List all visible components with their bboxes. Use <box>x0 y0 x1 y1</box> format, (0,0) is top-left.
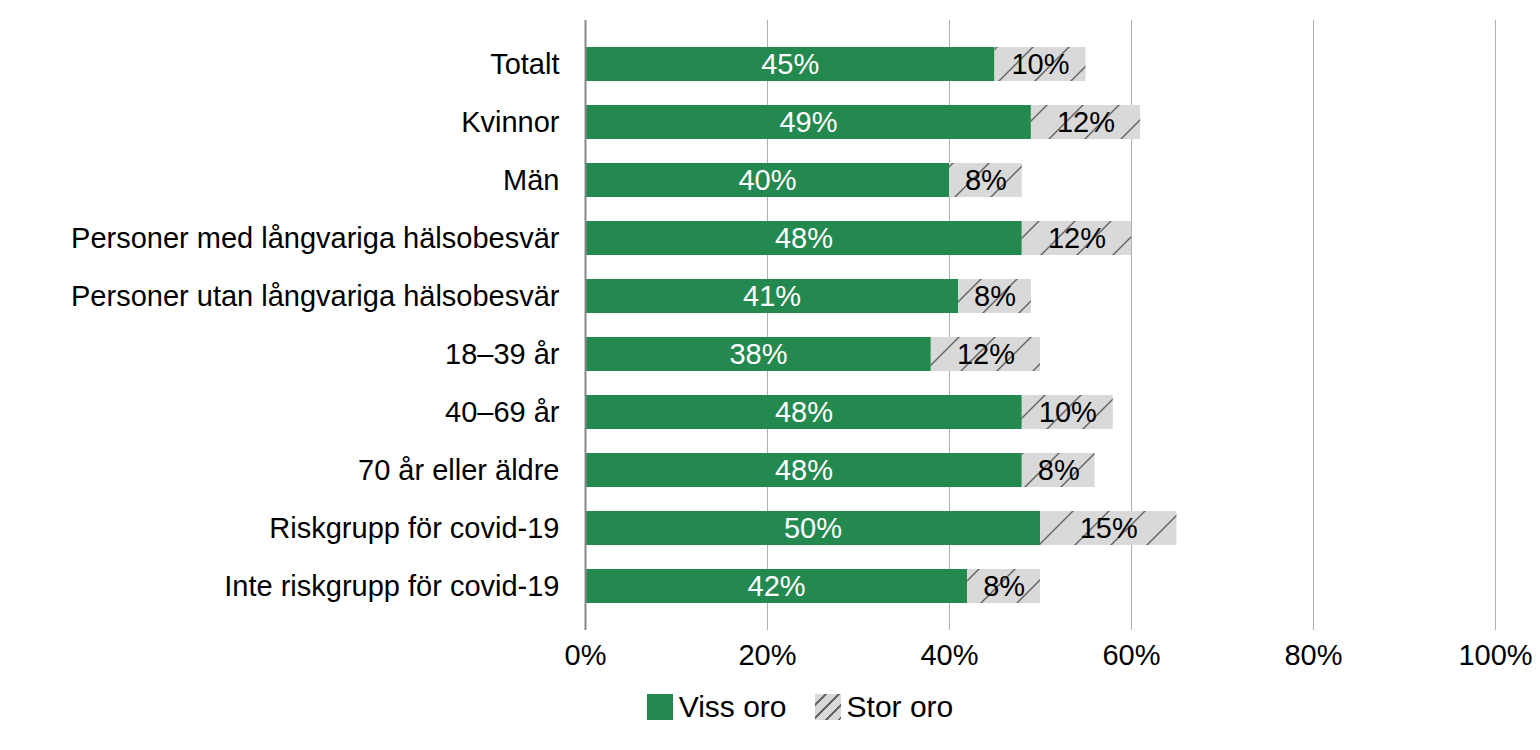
svg-text:8%: 8% <box>1038 454 1080 486</box>
svg-text:48%: 48% <box>775 396 833 428</box>
svg-text:49%: 49% <box>779 106 837 138</box>
svg-text:40%: 40% <box>738 164 796 196</box>
svg-text:48%: 48% <box>775 222 833 254</box>
svg-text:10%: 10% <box>1011 48 1069 80</box>
svg-text:0%: 0% <box>565 639 607 671</box>
svg-text:12%: 12% <box>1057 106 1115 138</box>
svg-text:Personer med långvariga hälsob: Personer med långvariga hälsobesvär <box>71 222 560 254</box>
svg-text:Inte riskgrupp för covid-19: Inte riskgrupp för covid-19 <box>224 570 559 602</box>
svg-text:8%: 8% <box>965 164 1007 196</box>
svg-text:Personer utan långvariga hälso: Personer utan långvariga hälsobesvär <box>71 280 560 312</box>
html-text:Stor oro: Stor oro <box>846 690 954 723</box>
svg-text:8%: 8% <box>974 280 1016 312</box>
svg-text:10%: 10% <box>1039 396 1097 428</box>
svg-text:Män: Män <box>503 164 559 196</box>
svg-text:70 år eller äldre: 70 år eller äldre <box>358 454 560 486</box>
svg-text:20%: 20% <box>738 639 796 671</box>
svg-text:100%: 100% <box>1458 639 1532 671</box>
svg-text:12%: 12% <box>1048 222 1106 254</box>
svg-text:80%: 80% <box>1284 639 1342 671</box>
svg-text:Kvinnor: Kvinnor <box>461 106 560 138</box>
html-text:Viss oro: Viss oro <box>678 690 787 723</box>
svg-text:Totalt: Totalt <box>490 48 559 80</box>
svg-text:8%: 8% <box>983 570 1025 602</box>
svg-text:42%: 42% <box>748 570 806 602</box>
svg-text:12%: 12% <box>957 338 1015 370</box>
svg-text:40–69 år: 40–69 år <box>445 396 560 428</box>
svg-text:15%: 15% <box>1080 512 1138 544</box>
svg-text:40%: 40% <box>920 639 978 671</box>
svg-text:48%: 48% <box>775 454 833 486</box>
svg-text:Riskgrupp för covid-19: Riskgrupp för covid-19 <box>269 512 559 544</box>
svg-text:41%: 41% <box>743 280 801 312</box>
svg-text:45%: 45% <box>761 48 819 80</box>
svg-text:18–39 år: 18–39 år <box>445 338 560 370</box>
svg-text:38%: 38% <box>729 338 787 370</box>
svg-text:60%: 60% <box>1102 639 1160 671</box>
svg-text:50%: 50% <box>784 512 842 544</box>
